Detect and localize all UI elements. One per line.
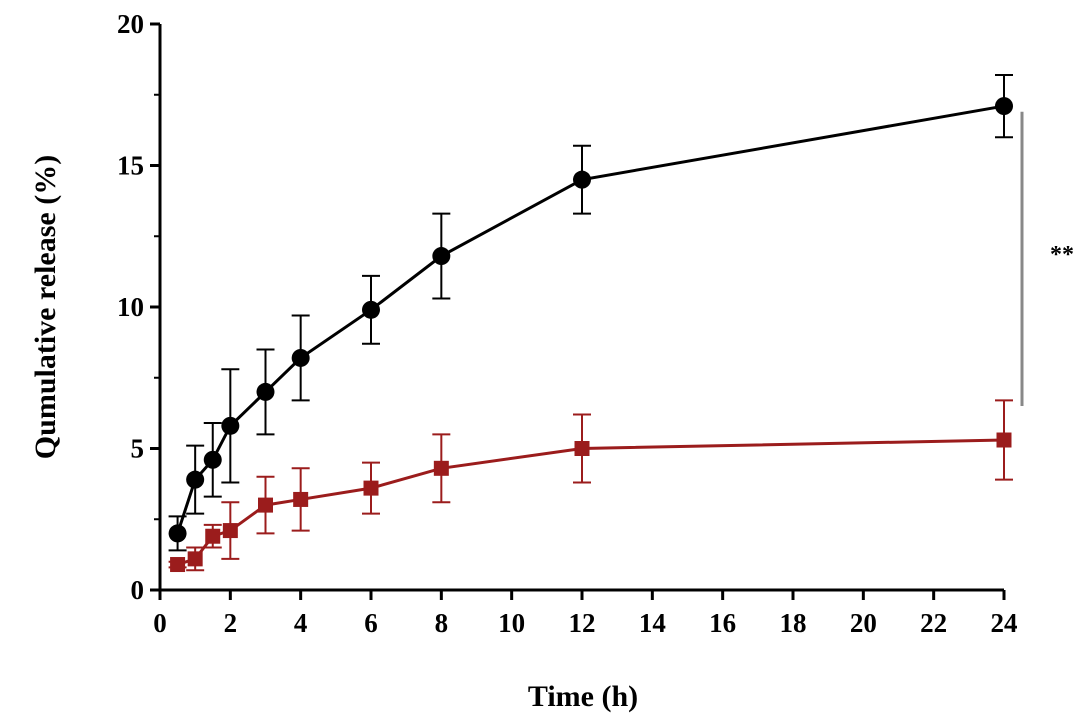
data-point bbox=[168, 524, 187, 543]
data-series bbox=[168, 73, 1013, 573]
y-tick-label: 15 bbox=[117, 151, 144, 181]
data-point bbox=[362, 300, 380, 319]
x-tick-label: 8 bbox=[435, 608, 449, 638]
axes bbox=[158, 24, 1004, 592]
x-tick-label: 4 bbox=[294, 608, 308, 638]
x-tick-label: 10 bbox=[498, 608, 525, 638]
data-point bbox=[205, 528, 221, 544]
x-tick-label: 22 bbox=[920, 608, 947, 638]
data-point bbox=[573, 170, 591, 189]
y-tick-label: 0 bbox=[131, 575, 145, 605]
x-tick-label: 16 bbox=[709, 608, 736, 638]
data-point bbox=[203, 450, 222, 469]
data-point bbox=[221, 416, 240, 435]
y-tick-label: 5 bbox=[131, 434, 145, 464]
x-axis-title: Time (h) bbox=[528, 680, 638, 713]
significance-label: ** bbox=[1050, 242, 1074, 268]
data-point bbox=[433, 460, 449, 476]
data-point bbox=[363, 480, 379, 496]
x-tick-label: 0 bbox=[153, 608, 167, 638]
data-point bbox=[995, 97, 1013, 116]
y-axis-title: Qumulative release (%) bbox=[29, 155, 62, 459]
x-tick-label: 12 bbox=[569, 608, 596, 638]
data-point bbox=[170, 557, 186, 573]
series-black-circles bbox=[168, 73, 1013, 552]
data-point bbox=[996, 432, 1012, 448]
data-point bbox=[574, 441, 590, 456]
x-tick-label: 20 bbox=[850, 608, 877, 638]
data-point bbox=[258, 497, 273, 513]
data-point bbox=[291, 348, 310, 367]
y-tick-label: 10 bbox=[117, 292, 144, 322]
x-tick-label: 2 bbox=[224, 608, 238, 638]
x-tick-label: 14 bbox=[639, 608, 666, 638]
y-tick-label: 20 bbox=[117, 9, 144, 39]
x-tick-label: 18 bbox=[780, 608, 807, 638]
data-point bbox=[186, 470, 205, 489]
x-tick-label: 6 bbox=[364, 608, 378, 638]
data-point bbox=[432, 247, 451, 266]
data-point bbox=[222, 523, 238, 539]
series-line bbox=[176, 104, 1005, 534]
x-tick-label: 24 bbox=[991, 608, 1018, 638]
data-point bbox=[293, 491, 309, 507]
data-point bbox=[256, 382, 275, 401]
series-red-squares bbox=[168, 399, 1013, 573]
data-point bbox=[187, 551, 203, 567]
